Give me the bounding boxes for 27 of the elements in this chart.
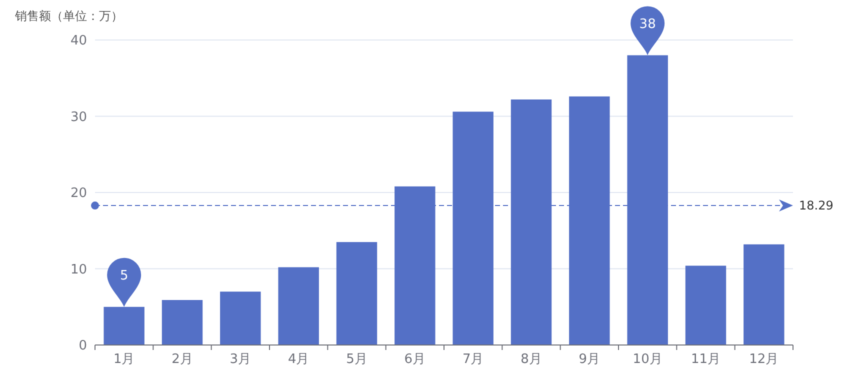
bar	[685, 266, 726, 345]
x-tick-label: 2月	[172, 352, 193, 367]
bar	[220, 292, 261, 345]
y-tick-label: 20	[70, 186, 87, 202]
x-tick-label: 11月	[690, 352, 721, 367]
annotation: 5	[120, 268, 128, 284]
y-axis-title: 销售额（单位：万）	[14, 9, 123, 23]
x-tick-label: 5月	[346, 352, 368, 367]
bar	[744, 244, 784, 345]
x-tick-label: 4月	[288, 352, 310, 367]
x-tick-label: 1月	[113, 352, 135, 367]
x-tick-label: 7月	[462, 352, 484, 367]
y-tick-label: 40	[70, 34, 87, 49]
x-tick-label: 6月	[404, 352, 426, 367]
x-tick-label: 12月	[749, 352, 779, 367]
bar	[278, 267, 319, 345]
x-tick-label: 9月	[578, 352, 600, 367]
y-tick-label: 10	[70, 262, 87, 278]
x-tick-label: 10月	[632, 352, 662, 367]
bar	[336, 242, 378, 345]
y-tick-label: 30	[70, 110, 87, 125]
x-tick-label: 8月	[520, 352, 542, 367]
bar	[162, 300, 203, 345]
x-tick-label: 3月	[230, 352, 252, 367]
ref-line-label: 18.29	[799, 198, 834, 213]
y-tick-label: 0	[78, 338, 87, 354]
annotation: 38	[639, 16, 656, 32]
